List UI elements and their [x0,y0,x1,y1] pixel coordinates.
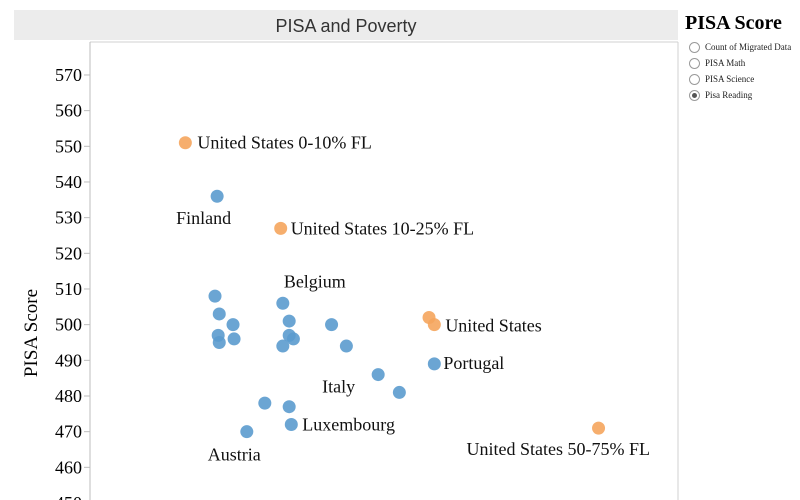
data-point-label: United States 10-25% FL [291,218,474,238]
radio-button-icon[interactable] [689,41,700,53]
y-tick-label: 480 [55,386,82,406]
data-point[interactable] [240,425,254,439]
y-tick-label: 550 [55,136,82,156]
y-tick-label: 530 [55,208,82,228]
y-tick-label: 490 [55,350,82,370]
data-point[interactable] [212,335,226,349]
y-tick-label: 470 [55,422,82,442]
data-point[interactable] [371,368,385,382]
data-point-label: United States [445,316,542,336]
data-point-labels: Finland Belgium Italy Portugal Luxembourg Aus… [176,133,650,465]
radio-button-icon[interactable] [689,57,700,69]
y-tick-label: 560 [55,101,82,121]
data-points [178,136,606,439]
data-point-label: Luxembourg [302,415,395,435]
score-option-pisa-science[interactable]: PISA Science [684,71,800,87]
data-point-label: United States 50-75% FL [467,439,650,459]
score-option-label: Pisa Reading [705,90,753,100]
data-point[interactable] [276,296,290,310]
y-axis-ticks: 450 460 470 480 490 500 510 520 530 540 550 560 570 [55,65,90,500]
y-tick-label: 510 [55,279,82,299]
score-selector-title: PISA Score [685,12,782,34]
data-point[interactable] [427,357,441,371]
data-point-label: Austria [208,445,261,465]
score-option-pisa-math[interactable]: PISA Math [684,55,800,71]
data-point[interactable] [178,136,192,150]
data-point[interactable] [226,318,240,332]
data-point[interactable] [392,385,406,399]
y-tick-label: 460 [55,457,82,477]
score-option-label: Count of Migrated Data [705,42,792,52]
score-selector-panel: PISA Score Count of Migrated Data PISA M… [684,12,800,103]
data-point-label: United States 0-10% FL [197,133,371,153]
radio-button-icon[interactable] [689,73,700,85]
data-point[interactable] [339,339,353,353]
data-point-label: Italy [322,377,355,397]
score-option-label: PISA Science [705,74,755,84]
data-point-label: Finland [176,208,231,228]
data-point[interactable] [227,332,241,346]
y-tick-label: 500 [55,315,82,335]
data-point[interactable] [325,318,339,332]
chart-title-bar [14,10,678,40]
radio-button-icon[interactable] [689,89,700,101]
data-point-label: Belgium [284,271,346,291]
data-point[interactable] [276,339,290,353]
y-tick-label: 450 [55,493,82,500]
data-point[interactable] [282,400,296,414]
score-option-pisa-reading[interactable]: Pisa Reading [684,87,800,103]
data-point[interactable] [427,318,441,332]
data-point[interactable] [258,396,272,410]
score-option-count-of-migrated-data[interactable]: Count of Migrated Data [684,39,800,55]
chart-title: PISA and Poverty [275,16,416,36]
y-axis-label: PISA Score [21,289,42,377]
data-point[interactable] [212,307,226,321]
y-tick-label: 570 [55,65,82,85]
data-point[interactable] [208,289,222,303]
data-point[interactable] [286,332,300,346]
data-point[interactable] [210,189,224,203]
y-tick-label: 540 [55,172,82,192]
data-point[interactable] [284,418,298,432]
data-point[interactable] [282,314,296,328]
score-option-label: PISA Math [705,58,746,68]
data-point[interactable] [592,421,606,435]
data-point-label: Portugal [443,353,504,373]
score-option-list: Count of Migrated Data PISA Math PISA Sc… [684,39,800,103]
y-tick-label: 520 [55,243,82,263]
data-point[interactable] [274,221,288,235]
